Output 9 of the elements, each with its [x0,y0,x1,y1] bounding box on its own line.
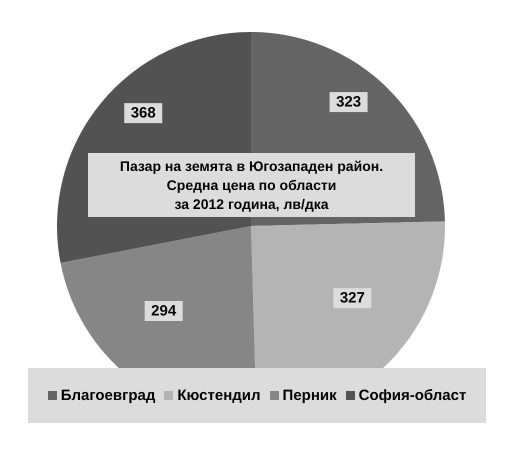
data-label: 323 [336,94,362,111]
legend-label: Кюстендил [177,387,261,404]
text: Пазар на земята в Югозападен район. Средна цена по области за 2012 година, лв/дка [120,156,384,214]
data-label: 368 [130,104,156,122]
data-label: 294 [151,302,177,320]
data-label: 327 [340,290,365,307]
legend-label: Перник [282,387,337,404]
legend-label: София-област [358,387,466,404]
legend-label: Благоевград [60,387,156,404]
